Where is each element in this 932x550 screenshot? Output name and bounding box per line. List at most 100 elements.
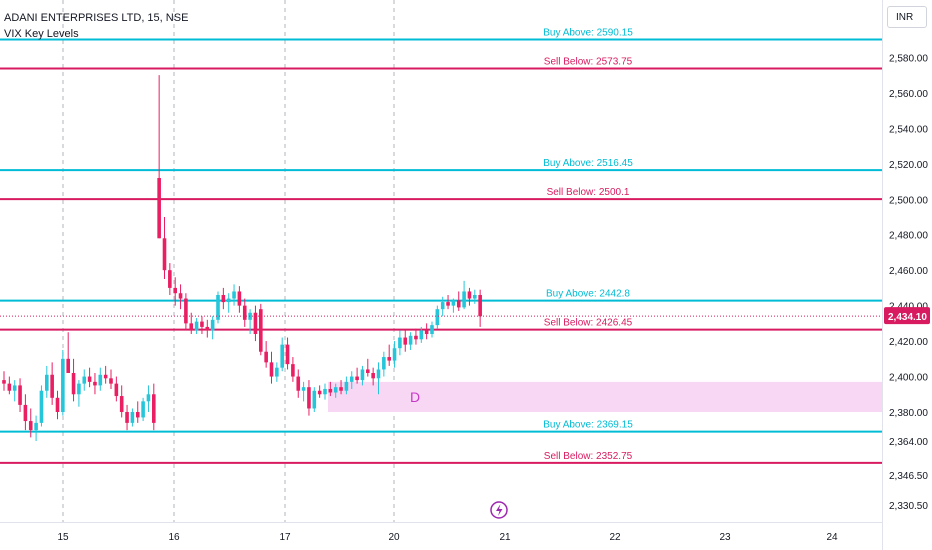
candle-body — [130, 412, 135, 423]
time-tick-label: 20 — [388, 532, 400, 543]
candle — [39, 385, 44, 427]
candle-body — [152, 394, 156, 423]
candle — [87, 367, 92, 388]
candle-body — [119, 396, 124, 412]
candle-body — [419, 330, 424, 340]
candle — [226, 293, 231, 313]
candle-body — [344, 381, 349, 391]
candle — [210, 316, 215, 340]
candle-body — [414, 335, 418, 340]
candle-body — [307, 387, 311, 409]
candle — [440, 296, 445, 317]
currency-button[interactable]: INR — [887, 6, 927, 28]
demand-zone — [328, 381, 882, 412]
candle — [275, 362, 279, 382]
candle-body — [259, 309, 263, 352]
candle — [109, 369, 113, 389]
candle-body — [328, 388, 333, 393]
candle — [194, 318, 199, 334]
candle — [125, 404, 129, 431]
candle — [2, 371, 6, 391]
candle-body — [478, 295, 482, 317]
time-tick-label: 16 — [168, 532, 180, 543]
candle-body — [18, 385, 22, 405]
time-tick-label: 22 — [609, 532, 621, 543]
candle — [184, 293, 188, 331]
candle — [200, 316, 204, 334]
candle-body — [157, 178, 161, 239]
candle-body — [162, 238, 167, 271]
candle — [66, 332, 70, 373]
candle-body — [301, 387, 306, 391]
candle — [23, 394, 28, 431]
key-levels: Buy Above: 2590.15 Sell Below: 2573.75 Buy… — [0, 27, 882, 464]
level-label-2: Buy Above: 2516.45 — [543, 158, 633, 169]
candle-body — [103, 374, 108, 379]
candle-body — [194, 321, 199, 331]
time-tick-label: 17 — [279, 532, 291, 543]
dividend-event-icon[interactable] — [490, 501, 508, 519]
price-tick-label: 2,560.00 — [889, 89, 928, 100]
symbol-title[interactable]: ADANI ENTERPRISES LTD, 15, NSE — [4, 12, 189, 24]
candle — [248, 309, 252, 334]
time-tick-label: 24 — [826, 532, 838, 543]
candle-body — [71, 373, 76, 395]
candle-body — [398, 337, 402, 349]
price-tick-label: 2,400.00 — [889, 373, 928, 384]
candle — [264, 341, 268, 368]
candle — [221, 287, 226, 310]
candle — [119, 385, 124, 418]
candle-body — [23, 404, 28, 422]
candle — [478, 289, 482, 327]
candle — [141, 397, 145, 422]
candle — [301, 381, 306, 402]
candle — [387, 344, 391, 366]
candle-body — [61, 358, 65, 412]
price-tick-label: 2,346.50 — [889, 471, 928, 482]
candle — [285, 337, 290, 370]
candle-body — [2, 380, 6, 384]
candle-body — [360, 369, 365, 381]
candle — [55, 390, 60, 420]
candle — [451, 298, 456, 313]
candle-body — [141, 401, 145, 418]
time-axis[interactable]: 15 16 17 20 21 22 23 24 — [57, 532, 838, 543]
candle-body — [109, 378, 113, 384]
candle — [349, 371, 354, 389]
candle-body — [424, 330, 429, 334]
candle-body — [189, 323, 194, 331]
candle — [392, 341, 397, 368]
price-axis[interactable]: 2,580.00 2,560.00 2,540.00 2,520.00 2,500.00… — [889, 53, 928, 512]
candle-body — [323, 388, 327, 395]
candle-body — [403, 337, 408, 345]
candle-body — [237, 291, 242, 306]
candle-body — [333, 387, 338, 393]
candle — [424, 323, 429, 340]
candle — [462, 280, 466, 310]
candle — [430, 321, 434, 338]
candle-body — [296, 376, 301, 391]
candle-body — [462, 291, 466, 308]
candle — [323, 383, 327, 400]
indicator-title[interactable]: VIX Key Levels — [4, 28, 79, 40]
candle — [152, 383, 156, 431]
candle — [103, 365, 108, 384]
candle-body — [12, 385, 17, 391]
candle — [130, 408, 135, 427]
candle-body — [242, 305, 247, 320]
candle-body — [50, 374, 54, 398]
candle — [344, 376, 349, 395]
candle — [205, 319, 210, 338]
candle — [189, 312, 194, 334]
candle-body — [387, 357, 391, 361]
price-tick-label: 2,380.00 — [889, 408, 928, 419]
candle-body — [275, 367, 279, 377]
time-tick-label: 21 — [499, 532, 511, 543]
level-label-0: Buy Above: 2590.15 — [543, 27, 633, 38]
candle-body — [114, 383, 119, 397]
time-tick-label: 23 — [719, 532, 731, 543]
candle — [280, 337, 284, 372]
candle-body — [7, 383, 12, 391]
candle — [93, 373, 97, 395]
